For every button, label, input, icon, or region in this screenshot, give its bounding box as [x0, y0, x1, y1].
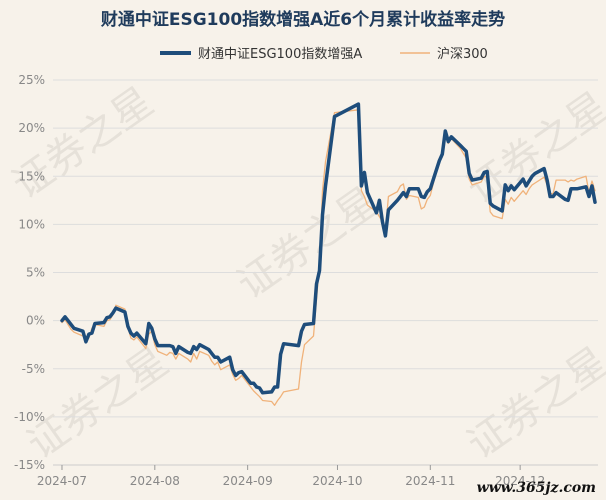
y-tick-label: 5% [26, 266, 45, 280]
legend-label-index: 沪深300 [437, 46, 488, 62]
x-tick-label: 2024-09 [223, 474, 273, 488]
chart-title: 财通中证ESG100指数增强A近6个月累计收益率走势 [100, 9, 505, 30]
y-tick-label: -10% [14, 410, 45, 424]
y-tick-label: 10% [18, 217, 45, 231]
watermark-text-2: 证券之星 [229, 179, 386, 308]
x-tick-label: 2024-11 [405, 474, 455, 488]
legend-label-fund: 财通中证ESG100指数增强A [198, 47, 362, 62]
y-tick-label: 25% [18, 73, 45, 87]
y-axis-ticks: 25% 20% 15% 10% 5% 0% -5% -10% -15% [14, 73, 45, 472]
watermark-text-1: 证券之星 [4, 79, 161, 208]
series-lines [60, 102, 597, 406]
watermark-text-4: 证券之星 [19, 339, 176, 468]
y-tick-label: -5% [22, 362, 45, 376]
x-tick-label: 2024-08 [130, 474, 180, 488]
y-tick-label: -15% [14, 458, 45, 472]
y-tick-label: 20% [18, 121, 45, 135]
y-tick-label: 0% [26, 314, 45, 328]
legend: 财通中证ESG100指数增强A 沪深300 [160, 46, 488, 62]
x-axis-ticks: 2024-07 2024-08 2024-09 2024-10 2024-11 2024-… [37, 464, 598, 488]
watermark-text-5: 证券之星 [459, 339, 606, 468]
x-tick-label: 2024-10 [312, 474, 362, 488]
watermark: 证券之星 证券之星 证券之星 证券之星 证券之星 [4, 79, 606, 468]
watermark-text-3: 证券之星 [459, 84, 606, 213]
x-tick-label: 2024-12 [495, 474, 545, 488]
site-watermark: www.365jz.com [477, 480, 596, 496]
x-tick-label: 2024-07 [37, 474, 87, 488]
y-tick-label: 15% [18, 169, 45, 183]
series-line-fund [60, 102, 597, 395]
